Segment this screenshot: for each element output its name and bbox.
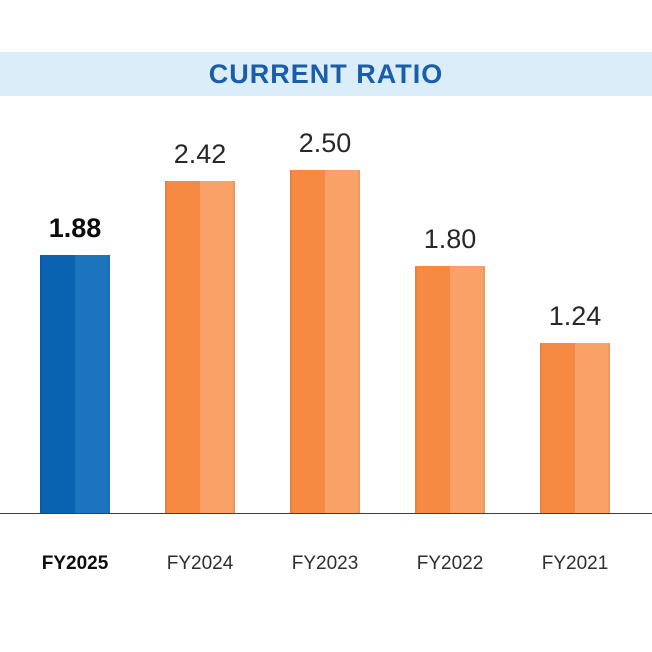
bar-fy2024 <box>165 181 235 513</box>
bar-fy2022 <box>415 266 485 513</box>
value-label-fy2024: 2.42 <box>173 139 227 169</box>
value-label-fy2021: 1.24 <box>548 301 602 331</box>
value-label-fy2022: 1.80 <box>423 224 477 254</box>
axis-label-fy2025: FY2025 <box>41 553 109 574</box>
bar-fy2023 <box>290 170 360 513</box>
chart-title-band: CURRENT RATIO <box>0 52 652 96</box>
value-label-fy2025: 1.88 <box>48 213 102 243</box>
bar-fy2025 <box>40 255 110 513</box>
x-axis-line <box>0 513 652 514</box>
axis-label-fy2024: FY2024 <box>166 553 234 574</box>
chart-title: CURRENT RATIO <box>208 59 444 89</box>
value-label-fy2023: 2.50 <box>298 128 352 158</box>
axis-label-fy2023: FY2023 <box>291 553 359 574</box>
axis-label-fy2022: FY2022 <box>416 553 484 574</box>
axis-label-fy2021: FY2021 <box>541 553 609 574</box>
bar-fy2021 <box>540 343 610 513</box>
